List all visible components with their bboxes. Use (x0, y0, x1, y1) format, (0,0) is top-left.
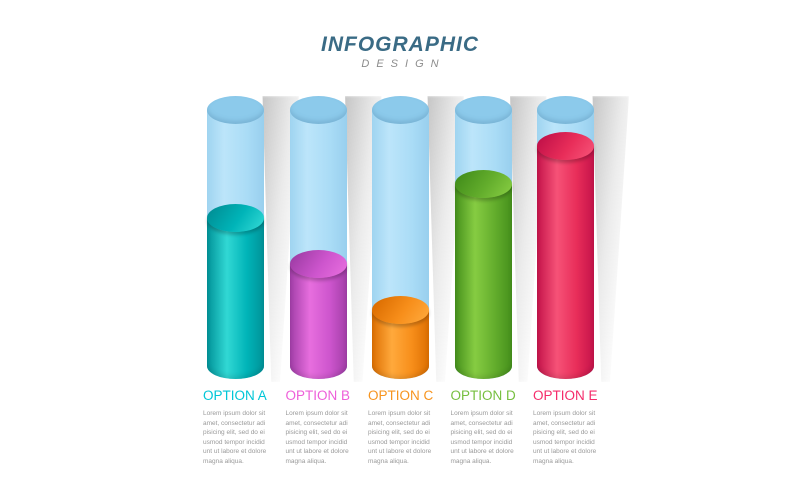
cylinder-shadow (592, 96, 629, 382)
cylinder-chart-item (368, 90, 464, 386)
cylinder-chart-item (286, 90, 382, 386)
value-cylinder-body (207, 217, 264, 379)
option-label: OPTION B (285, 388, 351, 403)
page-title: INFOGRAPHIC (321, 33, 479, 56)
glass-cylinder-top-ellipse (207, 96, 264, 124)
cylinder-chart-item (203, 90, 299, 386)
option-description: Lorem ipsum dolor sit amet, consectetur … (368, 410, 432, 465)
option-label: OPTION D (450, 388, 516, 403)
value-cylinder-body (454, 184, 512, 379)
value-cylinder-body (537, 145, 594, 379)
value-cylinder-top-ellipse (372, 295, 429, 324)
option-column: OPTION A Lorem ipsum dolor sit amet, con… (203, 90, 299, 466)
options-row: OPTION A Lorem ipsum dolor sit amet, con… (203, 90, 629, 466)
option-description: Lorem ipsum dolor sit amet, consectetur … (533, 410, 597, 465)
cylinder-chart-item (451, 90, 547, 386)
option-column: OPTION E Lorem ipsum dolor sit amet, con… (533, 90, 629, 466)
cylinder-chart-item (533, 90, 629, 386)
value-cylinder-top-ellipse (454, 170, 512, 199)
value-cylinder-top-ellipse (207, 203, 264, 232)
option-description: Lorem ipsum dolor sit amet, consectetur … (203, 410, 267, 465)
value-cylinder-top-ellipse (289, 249, 347, 278)
glass-cylinder-top-ellipse (289, 96, 347, 124)
option-column: OPTION D Lorem ipsum dolor sit amet, con… (450, 90, 547, 466)
glass-cylinder-top-ellipse (537, 96, 594, 124)
option-description: Lorem ipsum dolor sit amet, consectetur … (450, 410, 514, 465)
option-description: Lorem ipsum dolor sit amet, consectetur … (285, 410, 349, 465)
value-cylinder-body (289, 263, 347, 379)
option-column: OPTION B Lorem ipsum dolor sit amet, con… (285, 90, 382, 466)
option-label: OPTION E (533, 388, 598, 403)
option-label: OPTION A (203, 388, 267, 403)
option-column: OPTION C Lorem ipsum dolor sit amet, con… (368, 90, 464, 466)
option-label: OPTION C (368, 388, 434, 403)
glass-cylinder-top-ellipse (454, 96, 512, 124)
value-cylinder-top-ellipse (537, 131, 594, 160)
page-subtitle: DESIGN (361, 58, 446, 70)
glass-cylinder-top-ellipse (372, 96, 429, 124)
